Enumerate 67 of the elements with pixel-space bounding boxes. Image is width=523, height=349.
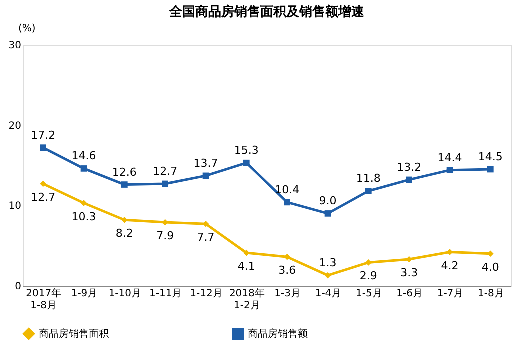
x-tick-label: 1-4月 [315, 288, 342, 300]
point [284, 254, 290, 260]
x-tick-label: 1-10月 [108, 288, 142, 300]
data-label: 14.5 [478, 150, 503, 164]
point [80, 200, 88, 206]
x-tick-label: 1-9月 [71, 288, 98, 300]
data-label: 3.3 [400, 266, 418, 280]
data-label: 3.6 [278, 264, 296, 278]
data-label: 4.2 [441, 259, 459, 272]
x-tick-label: 1-11月 [149, 288, 182, 300]
chart-title: 全国商品房销售面积及销售额增速 [168, 4, 366, 20]
point [122, 216, 128, 224]
data-label: 14.6 [72, 150, 96, 163]
x-tick-label: 1-12月 [190, 288, 223, 300]
data-label: 12.7 [31, 190, 56, 204]
point [202, 220, 210, 228]
data-label: 7.9 [156, 230, 174, 243]
point [366, 188, 372, 194]
x-tick-label: 1-6月 [396, 288, 424, 300]
x-tick-label: 1-7月 [437, 288, 464, 300]
point [284, 199, 290, 206]
point [162, 180, 168, 188]
point [488, 250, 494, 258]
data-label: 7.7 [197, 231, 215, 244]
point [244, 250, 250, 256]
point [446, 167, 454, 174]
data-label: 2.9 [360, 270, 378, 283]
point [406, 176, 412, 184]
legend-label: 商品房销售面积 [39, 328, 109, 340]
x-tick-label: 1-5月 [356, 288, 382, 300]
point [40, 144, 46, 151]
data-label: 1.3 [319, 256, 337, 270]
data-label: 4.0 [482, 260, 500, 274]
y-axis-title: (%) [18, 24, 36, 34]
point [40, 180, 46, 188]
point [244, 160, 250, 166]
data-label: 13.7 [194, 156, 218, 170]
data-label: 14.4 [438, 151, 462, 164]
point [122, 182, 128, 188]
data-label: 12.6 [112, 166, 137, 179]
data-label: 10.3 [72, 210, 96, 224]
y-tick-label: 0 [15, 282, 22, 292]
data-label: 15.3 [234, 144, 259, 158]
point [202, 172, 210, 180]
point [80, 166, 88, 172]
data-label: 17.2 [31, 128, 56, 142]
x-tick-label: 2018年 1-2月 [229, 288, 265, 312]
point [324, 272, 332, 279]
point [324, 210, 332, 217]
data-label: 9.0 [319, 194, 337, 208]
data-label: 13.2 [397, 160, 422, 174]
data-label: 8.2 [116, 227, 134, 240]
x-tick-label: 1-3月 [274, 288, 302, 300]
data-label: 4.1 [238, 260, 256, 274]
data-label: 10.4 [275, 183, 300, 196]
y-tick-label: 10 [8, 201, 22, 212]
point [162, 219, 168, 226]
x-tick-label: 2017年 1-8月 [26, 288, 62, 312]
data-label: 12.7 [153, 164, 178, 178]
legend-label: 商品房销售额 [248, 328, 308, 340]
x-tick-label: 1-8月 [478, 288, 504, 300]
y-tick-label: 20 [8, 120, 22, 132]
point [406, 256, 412, 263]
data-label: 11.8 [356, 172, 381, 186]
y-tick-label: 30 [8, 40, 22, 52]
point [446, 249, 454, 256]
point [488, 166, 494, 173]
